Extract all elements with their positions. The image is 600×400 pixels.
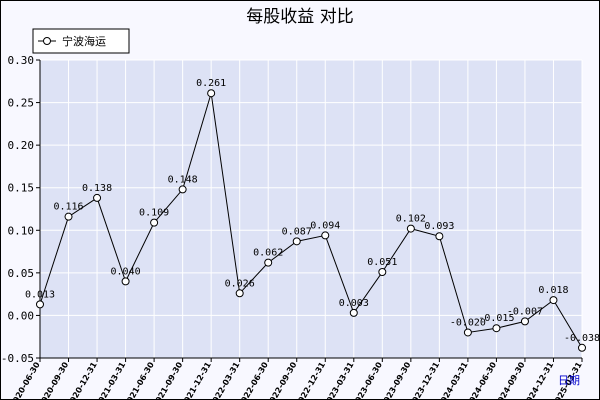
data-point[interactable]: [492, 324, 501, 333]
legend-marker-icon: [43, 37, 51, 45]
data-point[interactable]: [378, 268, 387, 277]
y-tick-label: 0.25: [8, 97, 35, 110]
data-point[interactable]: [435, 232, 444, 241]
x-tick-label: 2024-12-31: [522, 360, 556, 400]
data-point[interactable]: [178, 185, 187, 194]
data-point[interactable]: [93, 193, 102, 202]
x-tick-label: 2023-03-31: [322, 360, 356, 400]
data-point[interactable]: [292, 237, 301, 246]
data-label: 0.003: [339, 298, 369, 309]
x-axis-label: 日期: [558, 374, 580, 387]
data-label: 0.116: [53, 202, 83, 213]
x-tick-label: 2020-12-31: [65, 360, 99, 400]
x-tick-label: 2022-06-30: [237, 360, 271, 400]
x-tick-label: 2021-03-31: [94, 360, 128, 400]
data-point[interactable]: [36, 300, 44, 309]
y-tick-label: 0.20: [8, 139, 35, 152]
x-tick-label: 2020-09-30: [37, 360, 71, 400]
x-tick-label: 2021-12-31: [180, 360, 214, 400]
data-label: 0.093: [424, 221, 454, 232]
data-label: 0.040: [111, 266, 141, 277]
data-label: 0.138: [82, 183, 112, 194]
data-label: 0.148: [168, 174, 198, 185]
x-tick-label: 2022-03-31: [208, 360, 242, 400]
data-label: 0.013: [25, 289, 55, 300]
y-tick-label: 0.30: [8, 54, 35, 67]
x-tick-label: 2021-09-30: [151, 360, 185, 400]
x-tick-label: 2021-06-30: [122, 360, 156, 400]
y-tick-label: 0.10: [8, 224, 35, 237]
y-axis: -0.05 0.00 0.05 0.10 0.15 0.20 0.25 0.30: [1, 54, 41, 365]
plot-area: [40, 60, 582, 358]
data-label: 0.094: [310, 220, 340, 231]
x-tick-label: 2024-06-30: [465, 360, 499, 400]
x-tick-label: 2023-09-30: [379, 360, 413, 400]
data-label: 0.026: [225, 278, 255, 289]
data-point[interactable]: [549, 296, 558, 305]
y-tick-label: 0.15: [8, 182, 35, 195]
data-point[interactable]: [406, 224, 415, 233]
data-label: 0.109: [139, 208, 169, 219]
data-point[interactable]: [64, 212, 73, 221]
chart-title: 每股收益 对比: [246, 7, 353, 27]
data-point[interactable]: [463, 328, 472, 337]
grid: [39, 59, 583, 359]
x-tick-label: 2023-06-30: [351, 360, 385, 400]
y-tick-label: 0.00: [8, 309, 35, 322]
x-tick-label: 2024-03-31: [436, 360, 470, 400]
series-line: [39, 93, 583, 349]
series-group: 0.013 0.116 0.138 0.040 0.109 0.148 0.261 0.026…: [25, 78, 600, 352]
x-tick-label: 2022-12-31: [294, 360, 328, 400]
data-point[interactable]: [207, 89, 216, 98]
data-label: 0.261: [196, 78, 226, 89]
data-point[interactable]: [264, 258, 273, 267]
data-label: 0.062: [253, 248, 283, 259]
x-tick-label: 2024-09-30: [493, 360, 527, 400]
data-point[interactable]: [321, 231, 330, 240]
data-label: 0.018: [538, 285, 568, 296]
data-point[interactable]: [578, 343, 586, 352]
data-label: -0.007: [507, 306, 543, 317]
x-tick-label: 2022-09-30: [265, 360, 299, 400]
data-label: -0.020: [450, 317, 486, 328]
data-point[interactable]: [235, 289, 244, 298]
data-label: 0.051: [367, 257, 397, 268]
data-label: 0.087: [282, 226, 312, 237]
data-point[interactable]: [150, 218, 159, 227]
data-label: -0.038: [564, 333, 600, 344]
y-tick-label: -0.05: [1, 352, 34, 365]
x-tick-label: 2020-06-30: [8, 360, 42, 400]
x-tick-label: 2023-12-31: [408, 360, 442, 400]
data-label: -0.015: [478, 313, 514, 324]
x-axis: 2020-06-302020-09-302020-12-312021-03-31…: [8, 357, 584, 400]
data-point[interactable]: [349, 308, 358, 317]
data-point[interactable]: [121, 277, 130, 286]
legend[interactable]: 宁波海运: [32, 28, 130, 54]
data-label: 0.102: [396, 214, 426, 225]
data-point[interactable]: [520, 317, 529, 326]
legend-entry: 宁波海运: [62, 34, 106, 48]
y-tick-label: 0.05: [8, 267, 35, 280]
